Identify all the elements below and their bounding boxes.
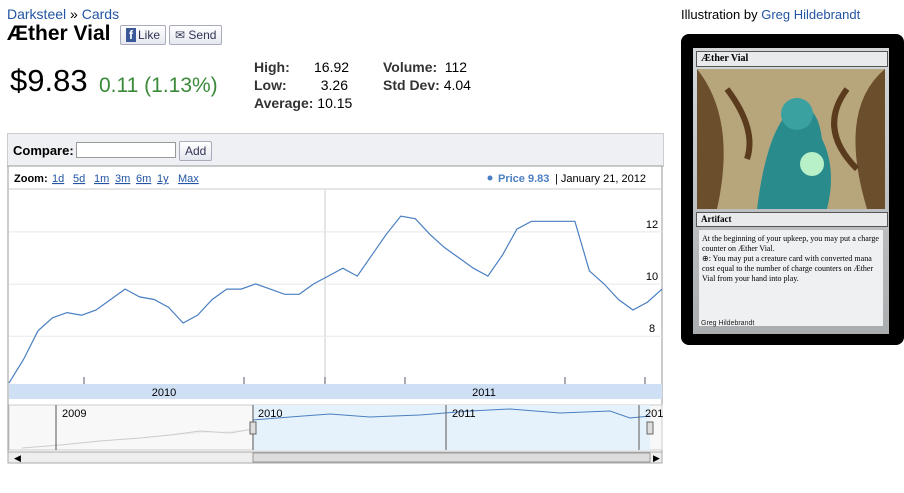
compare-bar: Compare: Add [7, 133, 664, 167]
navigator-label: 2010 [258, 408, 282, 420]
x-label: 2010 [152, 387, 176, 399]
card-art [697, 69, 885, 209]
x-label: 2011 [472, 387, 496, 399]
illustration-credit: Illustration by Greg Hildebrandt [681, 7, 860, 22]
stat-label: Low: [254, 77, 287, 93]
stat-label: Std Dev: [383, 77, 440, 93]
chart: Zoom: 1d 5d 1m 3m 6m 1y Max Price 9.83 | Janua… [7, 165, 663, 464]
card-type: Artifact [696, 212, 888, 227]
card-rule: At the beginning of your upkeep, you may… [702, 234, 879, 253]
breadcrumb-link[interactable]: Cards [81, 6, 120, 22]
scroll-right[interactable]: ▶ [653, 453, 660, 463]
zoom-option[interactable]: 6m [136, 173, 151, 185]
navigator-history [21, 428, 254, 449]
card-frame: Æther Vial Artifact At the beginning of … [693, 48, 889, 334]
navigator-label: 2011 [452, 408, 476, 420]
send-button[interactable]: ✉ Send [169, 25, 223, 45]
navigator-label: 2009 [62, 408, 86, 420]
compare-label: Compare: [13, 143, 74, 158]
card-image: Æther Vial Artifact At the beginning of … [681, 34, 904, 345]
zoom-label: Zoom: [14, 173, 48, 185]
stats-right: Volume: 112 Std Dev: 4.04 [383, 58, 471, 94]
zoom-option[interactable]: 1y [157, 173, 169, 185]
card-artist: Greg Hildebrandt [701, 320, 755, 327]
navigator-label: 201 [645, 408, 663, 420]
zoom-option[interactable]: 5d [73, 173, 85, 185]
price: $9.83 [10, 63, 88, 98]
stat-value: 112 [444, 59, 468, 75]
navigator-line [252, 408, 651, 421]
stat-label: Volume: [383, 59, 438, 75]
tap-symbol: ⊕ [702, 254, 709, 263]
x-axis-band [9, 384, 662, 399]
stat-label: Average: [254, 95, 314, 111]
zoom-option[interactable]: 1d [52, 173, 64, 185]
price-change: 0.11 (1.13%) [99, 74, 218, 97]
stat-value: 16.92 [314, 59, 350, 75]
like-text: Like [138, 28, 161, 42]
zoom-option[interactable]: 3m [115, 173, 130, 185]
navigator-handle[interactable] [646, 421, 654, 435]
price-line [8, 215, 663, 384]
send-text: Send [188, 28, 217, 42]
like-button[interactable]: f Like [120, 25, 167, 45]
breadcrumb-link[interactable]: Darksteel [7, 6, 67, 22]
card-rules: At the beginning of your upkeep, you may… [699, 230, 883, 326]
add-button[interactable]: Add [179, 141, 213, 161]
stat-value: 3.26 [320, 77, 348, 93]
zoom-option[interactable]: Max [178, 173, 199, 185]
scroll-left[interactable]: ◀ [14, 453, 21, 463]
y-tick-label: 12 [646, 219, 658, 231]
card-name: Æther Vial [696, 51, 888, 67]
stat-value: 4.04 [443, 77, 471, 93]
navigator-handle[interactable] [249, 421, 257, 435]
breadcrumb: Darksteel » Cards [7, 6, 120, 22]
legend-dot [487, 175, 493, 181]
artist-link[interactable]: Greg Hildebrandt [761, 7, 861, 22]
zoom-option[interactable]: 1m [94, 173, 109, 185]
x-ticks [83, 377, 646, 384]
legend-series: Price 9.83 [498, 173, 549, 185]
compare-input[interactable] [76, 142, 176, 158]
stat-value: 10.15 [317, 95, 353, 111]
illustration-prefix: Illustration by [681, 7, 758, 22]
card-rule: : You may put a creature card with conve… [702, 254, 874, 283]
scroll-thumb[interactable] [252, 452, 651, 463]
stats-left: High: 16.92 Low: 3.26 Average: 10.15 [254, 58, 352, 112]
y-tick-label: 8 [649, 323, 655, 335]
zoom-options: 1d 5d 1m 3m 6m 1y Max [52, 173, 199, 185]
stat-label: High: [254, 59, 290, 75]
legend-date: | January 21, 2012 [555, 173, 646, 185]
card-title: Æther Vial [7, 22, 111, 45]
legend-date-text: January 21, 2012 [561, 173, 646, 185]
y-tick-label: 10 [646, 271, 658, 283]
